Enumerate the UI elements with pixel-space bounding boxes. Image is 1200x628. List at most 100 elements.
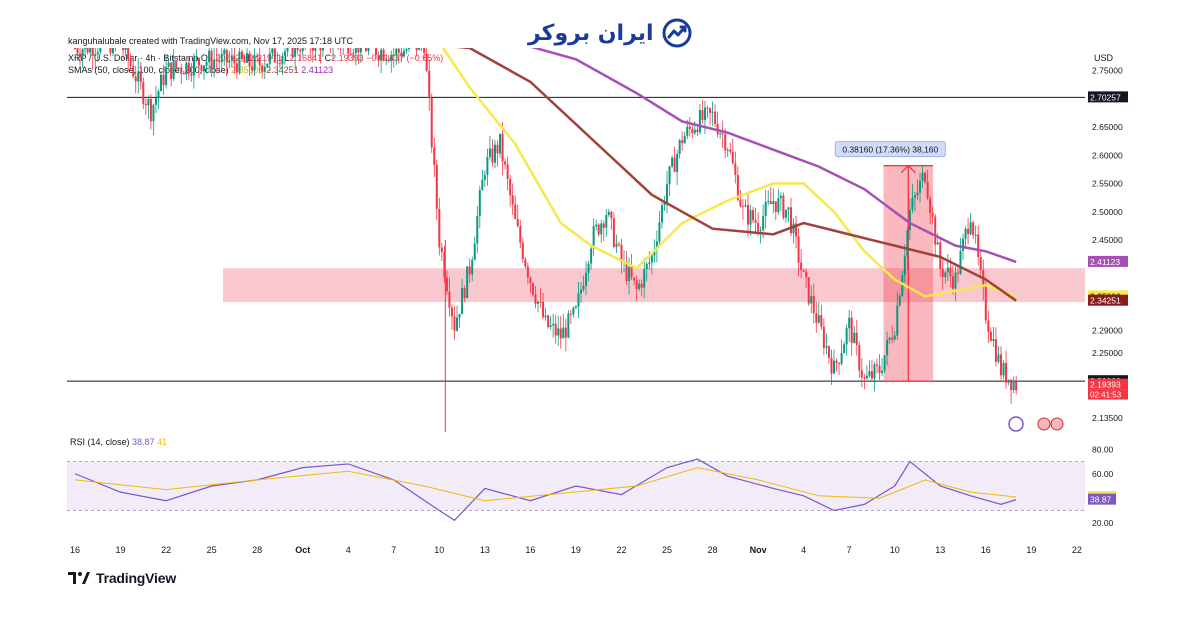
candle-body [956,272,959,274]
rsi-legend[interactable]: RSI (14, close) 38.87 41 [70,437,167,447]
price-axis-tag-label: 2.19393 [1090,380,1121,390]
candle-body [240,51,243,60]
time-axis-label: 10 [890,545,900,555]
candle-body [253,55,256,71]
candle-body [1005,362,1008,383]
sma-line [441,48,1017,298]
candle-body [896,305,899,336]
candle-body [433,147,436,165]
candle-body [134,76,137,82]
candle-body [931,213,934,217]
candle-body [825,346,828,348]
candle-body [994,339,997,362]
candle-body [195,58,198,60]
candle-body [327,34,329,35]
candle-body [602,223,605,228]
currency-label[interactable]: USD [1094,53,1114,63]
candle-body [696,129,699,133]
candle-body [476,215,479,244]
flag-icon [1050,417,1064,431]
candle-body [423,48,426,54]
candle-body [585,272,588,286]
candle-body [569,313,572,315]
candle-body [1015,381,1018,391]
candle-body [299,49,302,52]
candle-body [137,71,140,82]
candle-body [160,74,163,92]
candle-body [349,53,352,55]
candle-body [951,276,954,289]
candle-body [577,293,580,307]
candle-body [483,174,486,180]
candle-body [405,49,408,51]
candle-body [562,327,565,339]
candle-body [529,277,532,284]
candle-body [230,56,233,61]
candle-body [157,91,160,98]
candle-body [549,325,552,327]
candle-body [418,48,421,51]
candle-body [367,48,370,52]
measure-label-bg [834,141,946,158]
candle-body [96,52,99,55]
candle-body [997,354,1000,362]
candle-body [390,54,393,62]
candle-body [724,134,727,151]
candle-body [536,301,539,304]
countdown-tag [1088,389,1128,400]
candle-body [127,48,130,60]
candle-body [208,50,211,62]
candle-body [805,271,808,278]
candle-body [795,223,798,237]
time-axis-label: 4 [801,545,806,555]
candle-body [187,62,190,74]
candle-body [686,126,689,136]
candle-body [435,164,438,209]
high-value: 2.21971 [249,53,283,63]
candle-body [709,108,712,113]
candle-body [79,53,82,57]
candle-body [301,48,304,52]
candle-body [878,365,881,373]
candle-body [225,49,228,63]
candle-body [167,62,170,67]
price-axis-tag-label: 2.70257 [1090,92,1121,102]
candle-body [347,48,350,54]
candle-body [1012,381,1015,391]
candle-body [615,243,618,247]
candle-body [691,128,694,134]
candle-body [377,55,380,60]
candle-body [496,144,499,154]
candle-body [645,263,648,270]
candle-body [362,34,364,44]
candle-body [450,307,453,317]
candle-body [855,332,858,345]
candle-body [471,259,474,275]
candle-body [544,315,547,318]
candle-body [954,272,957,289]
candle-body [215,59,218,61]
candle-body [620,244,623,263]
candle-body [258,57,261,66]
candle-body [205,61,208,66]
time-axis-label: 22 [1072,545,1082,555]
candle-body [542,301,545,318]
tradingview-wordmark: TradingView [96,570,177,586]
candle-body [190,73,193,76]
candle-body [144,103,147,106]
time-axis-label: 13 [935,545,945,555]
candle-body [76,48,79,54]
candle-body [514,204,517,219]
candle-body [81,49,84,57]
candle-body [559,328,562,339]
candle-body [124,48,127,50]
candle-body [415,48,418,51]
candle-body [898,295,901,306]
candle-body [572,307,575,315]
candle-body [726,149,729,151]
candle-body [564,327,567,338]
candle-body [731,151,734,164]
countdown-label: 02:41:53 [1090,391,1122,400]
candles-group [74,34,1018,432]
